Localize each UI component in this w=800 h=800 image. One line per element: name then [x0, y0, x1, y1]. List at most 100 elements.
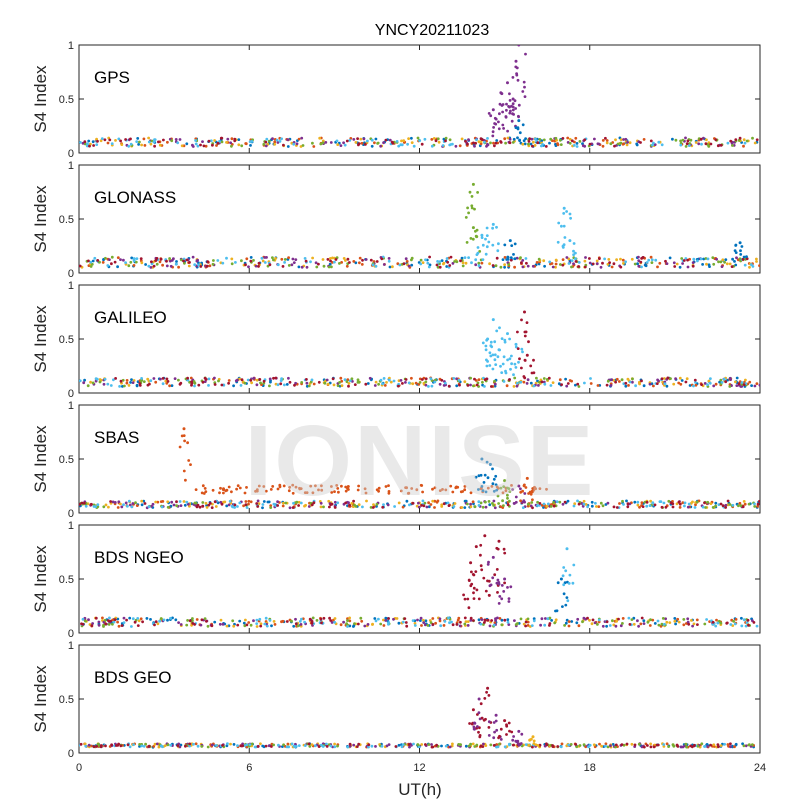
spike-point [477, 697, 481, 701]
data-point [618, 502, 621, 505]
data-point [419, 258, 423, 262]
data-point [207, 139, 211, 143]
data-point [108, 258, 111, 261]
data-point [168, 257, 172, 260]
spike-point [481, 243, 485, 247]
data-point [408, 503, 411, 507]
data-point [459, 259, 462, 263]
data-point [746, 618, 750, 622]
data-point [496, 745, 500, 749]
spike-point [556, 581, 560, 585]
data-point [628, 380, 632, 384]
data-point [186, 619, 190, 622]
spike-point [572, 253, 575, 257]
band-point [330, 491, 334, 494]
data-point [542, 259, 546, 263]
data-point [719, 744, 723, 747]
data-point [109, 500, 112, 503]
data-point [214, 505, 218, 508]
data-point [624, 137, 628, 141]
x-tick-label: 12 [413, 762, 425, 774]
data-point [682, 618, 686, 621]
band-point [433, 486, 437, 490]
data-point [566, 499, 570, 503]
y-axis-label: S4 Index [31, 425, 50, 493]
data-point [213, 383, 217, 386]
data-point [94, 616, 98, 620]
data-point [705, 745, 709, 748]
data-point [665, 742, 669, 746]
spike-point [508, 111, 512, 115]
data-point [129, 381, 133, 384]
data-point [132, 257, 136, 260]
data-point [351, 380, 354, 383]
data-point [577, 265, 581, 268]
data-point [382, 141, 385, 145]
data-point [308, 745, 312, 748]
data-point [522, 380, 526, 384]
data-point [83, 140, 87, 144]
data-point [703, 622, 707, 626]
data-point [682, 259, 686, 262]
data-point [588, 618, 591, 622]
spike-point [527, 743, 531, 747]
data-point [536, 500, 539, 504]
data-point [311, 616, 315, 620]
data-point [387, 743, 391, 746]
data-point [484, 500, 487, 504]
data-point [424, 380, 428, 384]
data-point [137, 143, 141, 146]
data-point [154, 620, 158, 624]
data-point [445, 265, 449, 268]
data-point [243, 624, 247, 628]
data-point [692, 622, 696, 626]
data-point [191, 619, 194, 623]
data-point [329, 257, 332, 260]
data-point [558, 138, 562, 142]
spike-point [514, 366, 518, 369]
data-point [110, 142, 114, 146]
data-point [431, 623, 435, 626]
data-point [550, 619, 553, 622]
data-point [161, 745, 164, 749]
data-point [132, 264, 136, 267]
data-point [481, 380, 484, 384]
data-point [437, 140, 441, 144]
data-point [250, 381, 254, 385]
data-point [285, 620, 289, 623]
data-point [492, 499, 496, 503]
data-point [153, 138, 156, 142]
data-point [591, 618, 595, 622]
data-point [407, 264, 411, 268]
data-point [622, 503, 625, 506]
data-point [90, 624, 94, 627]
data-point [576, 617, 580, 621]
band-point [224, 489, 228, 493]
data-point [356, 378, 360, 382]
spike-point [512, 373, 515, 377]
data-point [178, 138, 182, 141]
data-point [621, 258, 625, 262]
data-point [712, 743, 716, 747]
data-point [411, 619, 415, 622]
data-point [108, 138, 112, 142]
data-point [588, 261, 592, 265]
data-point [471, 500, 475, 504]
data-point [388, 138, 392, 142]
data-point [696, 259, 699, 263]
data-point [735, 256, 738, 260]
data-point [83, 378, 86, 382]
data-point [433, 499, 437, 503]
data-point [584, 503, 588, 506]
band-point [271, 485, 275, 488]
data-point [687, 622, 691, 626]
data-point [538, 743, 542, 747]
data-point [313, 744, 317, 748]
data-point [431, 745, 435, 749]
data-point [213, 376, 216, 380]
data-point [475, 383, 479, 387]
data-point [374, 264, 378, 268]
data-point [714, 138, 718, 142]
spike-point [564, 569, 568, 573]
data-point [439, 624, 443, 628]
